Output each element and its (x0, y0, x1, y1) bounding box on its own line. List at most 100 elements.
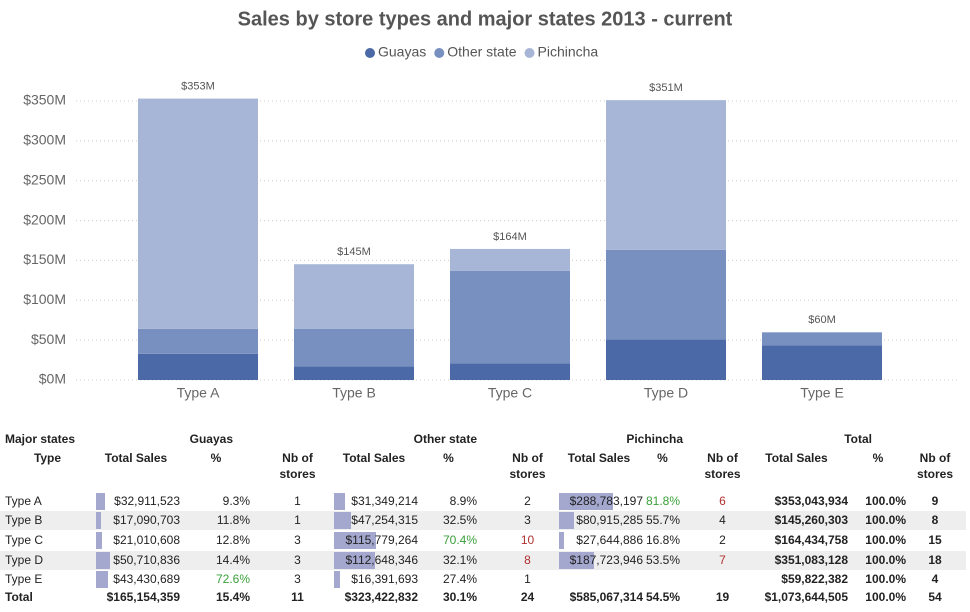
sub-header: Total Sales (765, 451, 828, 465)
table-cell: Type E (5, 572, 43, 586)
bar-segment (606, 100, 726, 250)
table-cell: 3 (294, 533, 301, 547)
table-cell: $112,648,346 (345, 553, 418, 567)
group-header: Other state (413, 432, 477, 446)
sub-header: Total Sales (342, 451, 406, 465)
table-cell: 15 (928, 533, 942, 547)
sub-header: Nb of stores (279, 451, 316, 481)
row-background (0, 511, 966, 530)
table-cell: $32,911,523 (114, 494, 180, 508)
bar-segment (138, 328, 258, 354)
data-bar (559, 493, 613, 510)
total-cell: 54 (928, 590, 942, 604)
data-bar (96, 571, 108, 588)
table-cell: 72.6% (215, 572, 250, 586)
bar-segment (450, 363, 570, 380)
table-cell: 70.4% (442, 533, 477, 547)
sub-header: Total Sales (104, 451, 168, 465)
sub-header: Nb of stores (916, 451, 954, 481)
chart: Sales by store types and major states 20… (23, 8, 960, 401)
table-cell: 81.8% (645, 494, 680, 508)
table-cell: 3 (294, 553, 301, 567)
table-cell: Type B (5, 513, 43, 527)
bar-segment (450, 248, 570, 271)
group-header: Guayas (189, 432, 233, 446)
y-tick-label: $250M (23, 171, 66, 187)
total-label: $164M (493, 231, 527, 243)
table-cell: 100.0% (865, 513, 906, 527)
table-cell: 12.8% (215, 533, 250, 547)
table-cell: 16.8% (645, 533, 680, 547)
y-tick-label: $0M (39, 371, 66, 387)
total-cell: 24 (520, 590, 535, 604)
x-tick-label: Type A (177, 385, 220, 401)
group-header: Total (844, 432, 872, 446)
sub-header: Nb of stores (704, 451, 741, 481)
table-cell: 2 (719, 533, 726, 547)
table-cell: $31,349,214 (351, 494, 418, 508)
y-tick-label: $300M (23, 132, 66, 148)
table-cell: 1 (294, 513, 301, 527)
data-bar (559, 512, 575, 529)
table-cell: Type D (5, 553, 44, 567)
table-cell: 2 (524, 494, 531, 508)
data-bar (559, 552, 595, 569)
data-bar (96, 552, 110, 569)
total-cell: Total (5, 590, 33, 604)
data-bar (96, 493, 106, 510)
total-cell: 15.4% (215, 590, 250, 604)
total-label: $145M (337, 246, 371, 258)
table-cell: Type A (5, 494, 42, 508)
y-tick-label: $200M (23, 211, 66, 227)
table-cell: $351,083,128 (774, 553, 848, 567)
row-background (0, 551, 966, 570)
table-cell: $187,723,946 (569, 553, 643, 567)
total-cell: $165,154,359 (106, 590, 180, 604)
data-bar (334, 493, 346, 510)
table-cell: 1 (524, 572, 531, 586)
data-bar (334, 512, 352, 529)
y-tick-label: $100M (23, 291, 66, 307)
data-bar (96, 512, 101, 529)
table-cell: $16,391,693 (351, 572, 418, 586)
total-cell: $1,073,644,505 (764, 590, 848, 604)
total-cell: 11 (291, 590, 304, 604)
bar-segment (294, 328, 414, 367)
total-cell: 19 (715, 590, 730, 604)
total-cell: 30.1% (442, 590, 477, 604)
table-cell: $17,090,703 (113, 513, 180, 527)
table-cell: 4 (719, 513, 726, 527)
bar-segment (606, 339, 726, 380)
data-bar (334, 571, 340, 588)
table-cell: 18 (928, 553, 942, 567)
table-cell: 6 (719, 494, 726, 508)
total-cell: $323,422,832 (344, 590, 418, 604)
x-tick-label: Type C (488, 385, 532, 401)
table-cell: 10 (520, 533, 535, 547)
table-cell: 8.9% (449, 494, 477, 508)
x-tick-label: Type B (332, 385, 376, 401)
legend-label: Other state (447, 44, 516, 60)
table-cell: $59,822,382 (781, 572, 848, 586)
legend-marker (524, 48, 535, 58)
table-cell: $47,254,315 (351, 513, 418, 527)
sub-header: % (657, 451, 668, 465)
sub-header: Type (33, 451, 62, 465)
data-bar (96, 532, 102, 549)
total-label: $353M (181, 80, 215, 92)
table-cell: 100.0% (865, 553, 906, 567)
x-tick-label: Type E (800, 385, 844, 401)
table-cell: $50,710,836 (113, 553, 180, 567)
sub-header: % (443, 451, 454, 465)
table-cell: 27.4% (442, 572, 477, 586)
table-cell: $80,915,285 (576, 513, 643, 527)
bar-segment (294, 366, 414, 380)
table-cell: 11.8% (216, 513, 250, 527)
table-cell: 8 (931, 513, 939, 527)
data-bar (334, 552, 375, 569)
table-cell: 7 (719, 553, 726, 567)
bar-segment (138, 353, 258, 380)
y-tick-label: $350M (23, 92, 66, 108)
total-label: $351M (649, 82, 683, 94)
y-tick-label: $50M (31, 331, 66, 347)
